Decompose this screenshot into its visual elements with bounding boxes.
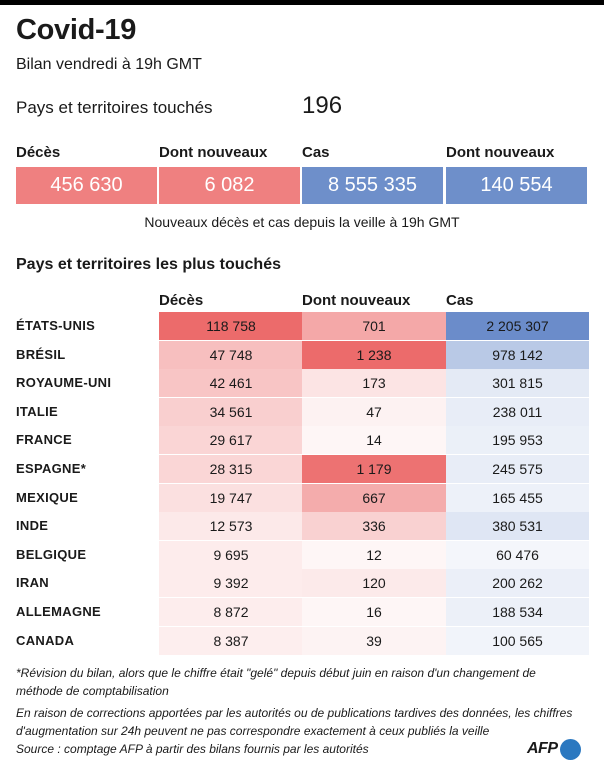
summary-label-new-deaths: Dont nouveaux — [159, 144, 268, 161]
deaths-cell: 29 617 — [159, 426, 303, 455]
country-name: ROYAUME-UNI — [16, 375, 112, 391]
column-header-cases: Cas — [446, 292, 474, 309]
new-deaths-cell: 12 — [302, 540, 446, 569]
table-row: BRÉSIL 47 748 1 238 978 142 — [0, 340, 604, 369]
table-row: ROYAUME-UNI 42 461 173 301 815 — [0, 369, 604, 398]
deaths-cell: 19 747 — [159, 483, 303, 512]
table-row: IRAN 9 392 120 200 262 — [0, 569, 604, 598]
summary-box-deaths: 456 630 — [16, 167, 157, 204]
new-deaths-cell: 1 179 — [302, 455, 446, 483]
table-row: ÉTATS-UNIS 118 758 701 2 205 307 — [0, 312, 604, 340]
cases-cell: 301 815 — [446, 369, 589, 398]
cases-cell: 238 011 — [446, 397, 589, 426]
summary-label-deaths: Décès — [16, 144, 61, 161]
country-name: ITALIE — [16, 403, 58, 419]
afp-logo: AFP — [527, 738, 581, 760]
cases-cell: 978 142 — [446, 340, 589, 369]
cases-cell: 188 534 — [446, 598, 589, 626]
country-name: ÉTATS-UNIS — [16, 318, 96, 333]
cases-cell: 60 476 — [446, 540, 589, 569]
country-name: BRÉSIL — [16, 346, 66, 362]
footnote-corrections: En raison de corrections apportées par l… — [16, 706, 573, 738]
table-row: ITALIE 34 561 47 238 011 — [0, 397, 604, 426]
deaths-cell: 118 758 — [159, 312, 303, 340]
country-name: ALLEMAGNE — [16, 604, 102, 619]
country-name: CANADA — [16, 632, 75, 648]
new-deaths-cell: 39 — [302, 626, 446, 655]
country-name: FRANCE — [16, 432, 72, 448]
country-name: INDE — [16, 518, 49, 534]
new-deaths-cell: 16 — [302, 598, 446, 626]
new-deaths-cell: 173 — [302, 369, 446, 398]
deaths-cell: 12 573 — [159, 512, 303, 541]
table-row: ALLEMAGNE 8 872 16 188 534 — [0, 598, 604, 626]
column-header-new-deaths: Dont nouveaux — [302, 292, 411, 309]
deaths-cell: 8 387 — [159, 626, 303, 655]
deaths-cell: 47 748 — [159, 340, 303, 369]
cases-cell: 245 575 — [446, 455, 589, 483]
country-name: BELGIQUE — [16, 546, 87, 562]
table-row: ESPAGNE* 28 315 1 179 245 575 — [0, 455, 604, 483]
cases-cell: 2 205 307 — [446, 312, 589, 340]
table-row: INDE 12 573 336 380 531 — [0, 512, 604, 541]
new-deaths-cell: 120 — [302, 569, 446, 598]
afp-logo-text: AFP — [527, 740, 558, 757]
cases-cell: 165 455 — [446, 483, 589, 512]
new-deaths-cell: 701 — [302, 312, 446, 340]
cases-cell: 100 565 — [446, 626, 589, 655]
cases-cell: 195 953 — [446, 426, 589, 455]
page-title: Covid-19 — [16, 14, 137, 46]
column-header-deaths: Décès — [159, 292, 204, 309]
deaths-cell: 28 315 — [159, 455, 303, 483]
countries-affected-label: Pays et territoires touchés — [16, 98, 213, 117]
deaths-cell: 42 461 — [159, 369, 303, 398]
table-row: FRANCE 29 617 14 195 953 — [0, 426, 604, 455]
new-deaths-cell: 667 — [302, 483, 446, 512]
summary-box-cases: 8 555 335 — [302, 167, 443, 204]
new-deaths-cell: 336 — [302, 512, 446, 541]
summary-box-new-deaths: 6 082 — [159, 167, 300, 204]
country-name: IRAN — [16, 575, 49, 591]
deaths-cell: 9 695 — [159, 540, 303, 569]
new-deaths-cell: 1 238 — [302, 340, 446, 369]
table-row: CANADA 8 387 39 100 565 — [0, 626, 604, 655]
deaths-cell: 34 561 — [159, 397, 303, 426]
deaths-cell: 8 872 — [159, 598, 303, 626]
footnote-revision: *Révision du bilan, alors que le chiffre… — [16, 666, 536, 698]
footnote-source: Source : comptage AFP à partir des bilan… — [16, 742, 369, 756]
afp-logo-dot-icon — [559, 738, 581, 760]
page-subtitle: Bilan vendredi à 19h GMT — [16, 56, 202, 73]
cases-cell: 380 531 — [446, 512, 589, 541]
cases-cell: 200 262 — [446, 569, 589, 598]
countries-affected-value: 196 — [302, 92, 343, 119]
summary-label-cases: Cas — [302, 144, 330, 161]
table-row: BELGIQUE 9 695 12 60 476 — [0, 540, 604, 569]
new-deaths-cell: 47 — [302, 397, 446, 426]
table-title: Pays et territoires les plus touchés — [16, 256, 281, 273]
summary-note: Nouveaux décès et cas depuis la veille à… — [144, 214, 460, 230]
country-name: MEXIQUE — [16, 489, 79, 505]
top-rule — [0, 0, 604, 5]
country-name: ESPAGNE* — [16, 461, 87, 476]
deaths-cell: 9 392 — [159, 569, 303, 598]
table-row: MEXIQUE 19 747 667 165 455 — [0, 483, 604, 512]
summary-box-new-cases: 140 554 — [446, 167, 587, 204]
new-deaths-cell: 14 — [302, 426, 446, 455]
summary-label-new-cases: Dont nouveaux — [446, 144, 555, 161]
